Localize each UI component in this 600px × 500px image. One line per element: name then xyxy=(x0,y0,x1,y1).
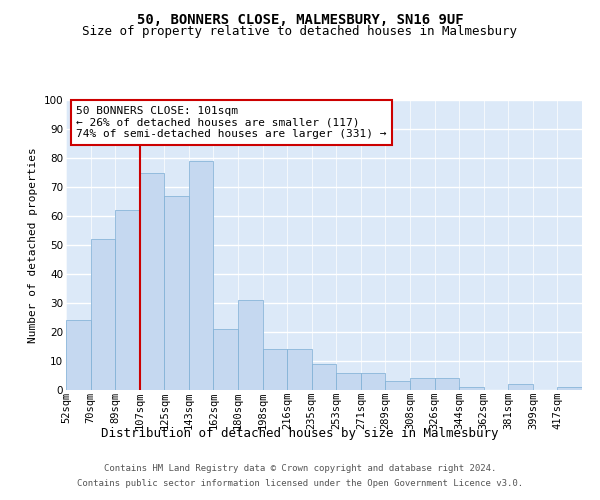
Bar xyxy=(263,350,287,390)
Bar xyxy=(115,210,140,390)
Bar xyxy=(238,300,263,390)
Bar xyxy=(312,364,336,390)
Bar xyxy=(508,384,533,390)
Bar xyxy=(410,378,434,390)
Bar xyxy=(385,382,410,390)
Bar xyxy=(287,350,312,390)
Bar xyxy=(459,387,484,390)
Text: Size of property relative to detached houses in Malmesbury: Size of property relative to detached ho… xyxy=(83,25,517,38)
Bar xyxy=(66,320,91,390)
Bar xyxy=(140,172,164,390)
Bar xyxy=(336,372,361,390)
Bar xyxy=(361,372,385,390)
Bar xyxy=(164,196,189,390)
Bar xyxy=(434,378,459,390)
Bar xyxy=(557,387,582,390)
Bar xyxy=(214,329,238,390)
Y-axis label: Number of detached properties: Number of detached properties xyxy=(28,147,38,343)
Bar xyxy=(189,161,214,390)
Text: Contains HM Land Registry data © Crown copyright and database right 2024.: Contains HM Land Registry data © Crown c… xyxy=(104,464,496,473)
Text: 50 BONNERS CLOSE: 101sqm
← 26% of detached houses are smaller (117)
74% of semi-: 50 BONNERS CLOSE: 101sqm ← 26% of detach… xyxy=(76,106,387,139)
Text: Distribution of detached houses by size in Malmesbury: Distribution of detached houses by size … xyxy=(101,428,499,440)
Bar xyxy=(91,239,115,390)
Text: 50, BONNERS CLOSE, MALMESBURY, SN16 9UF: 50, BONNERS CLOSE, MALMESBURY, SN16 9UF xyxy=(137,12,463,26)
Text: Contains public sector information licensed under the Open Government Licence v3: Contains public sector information licen… xyxy=(77,479,523,488)
